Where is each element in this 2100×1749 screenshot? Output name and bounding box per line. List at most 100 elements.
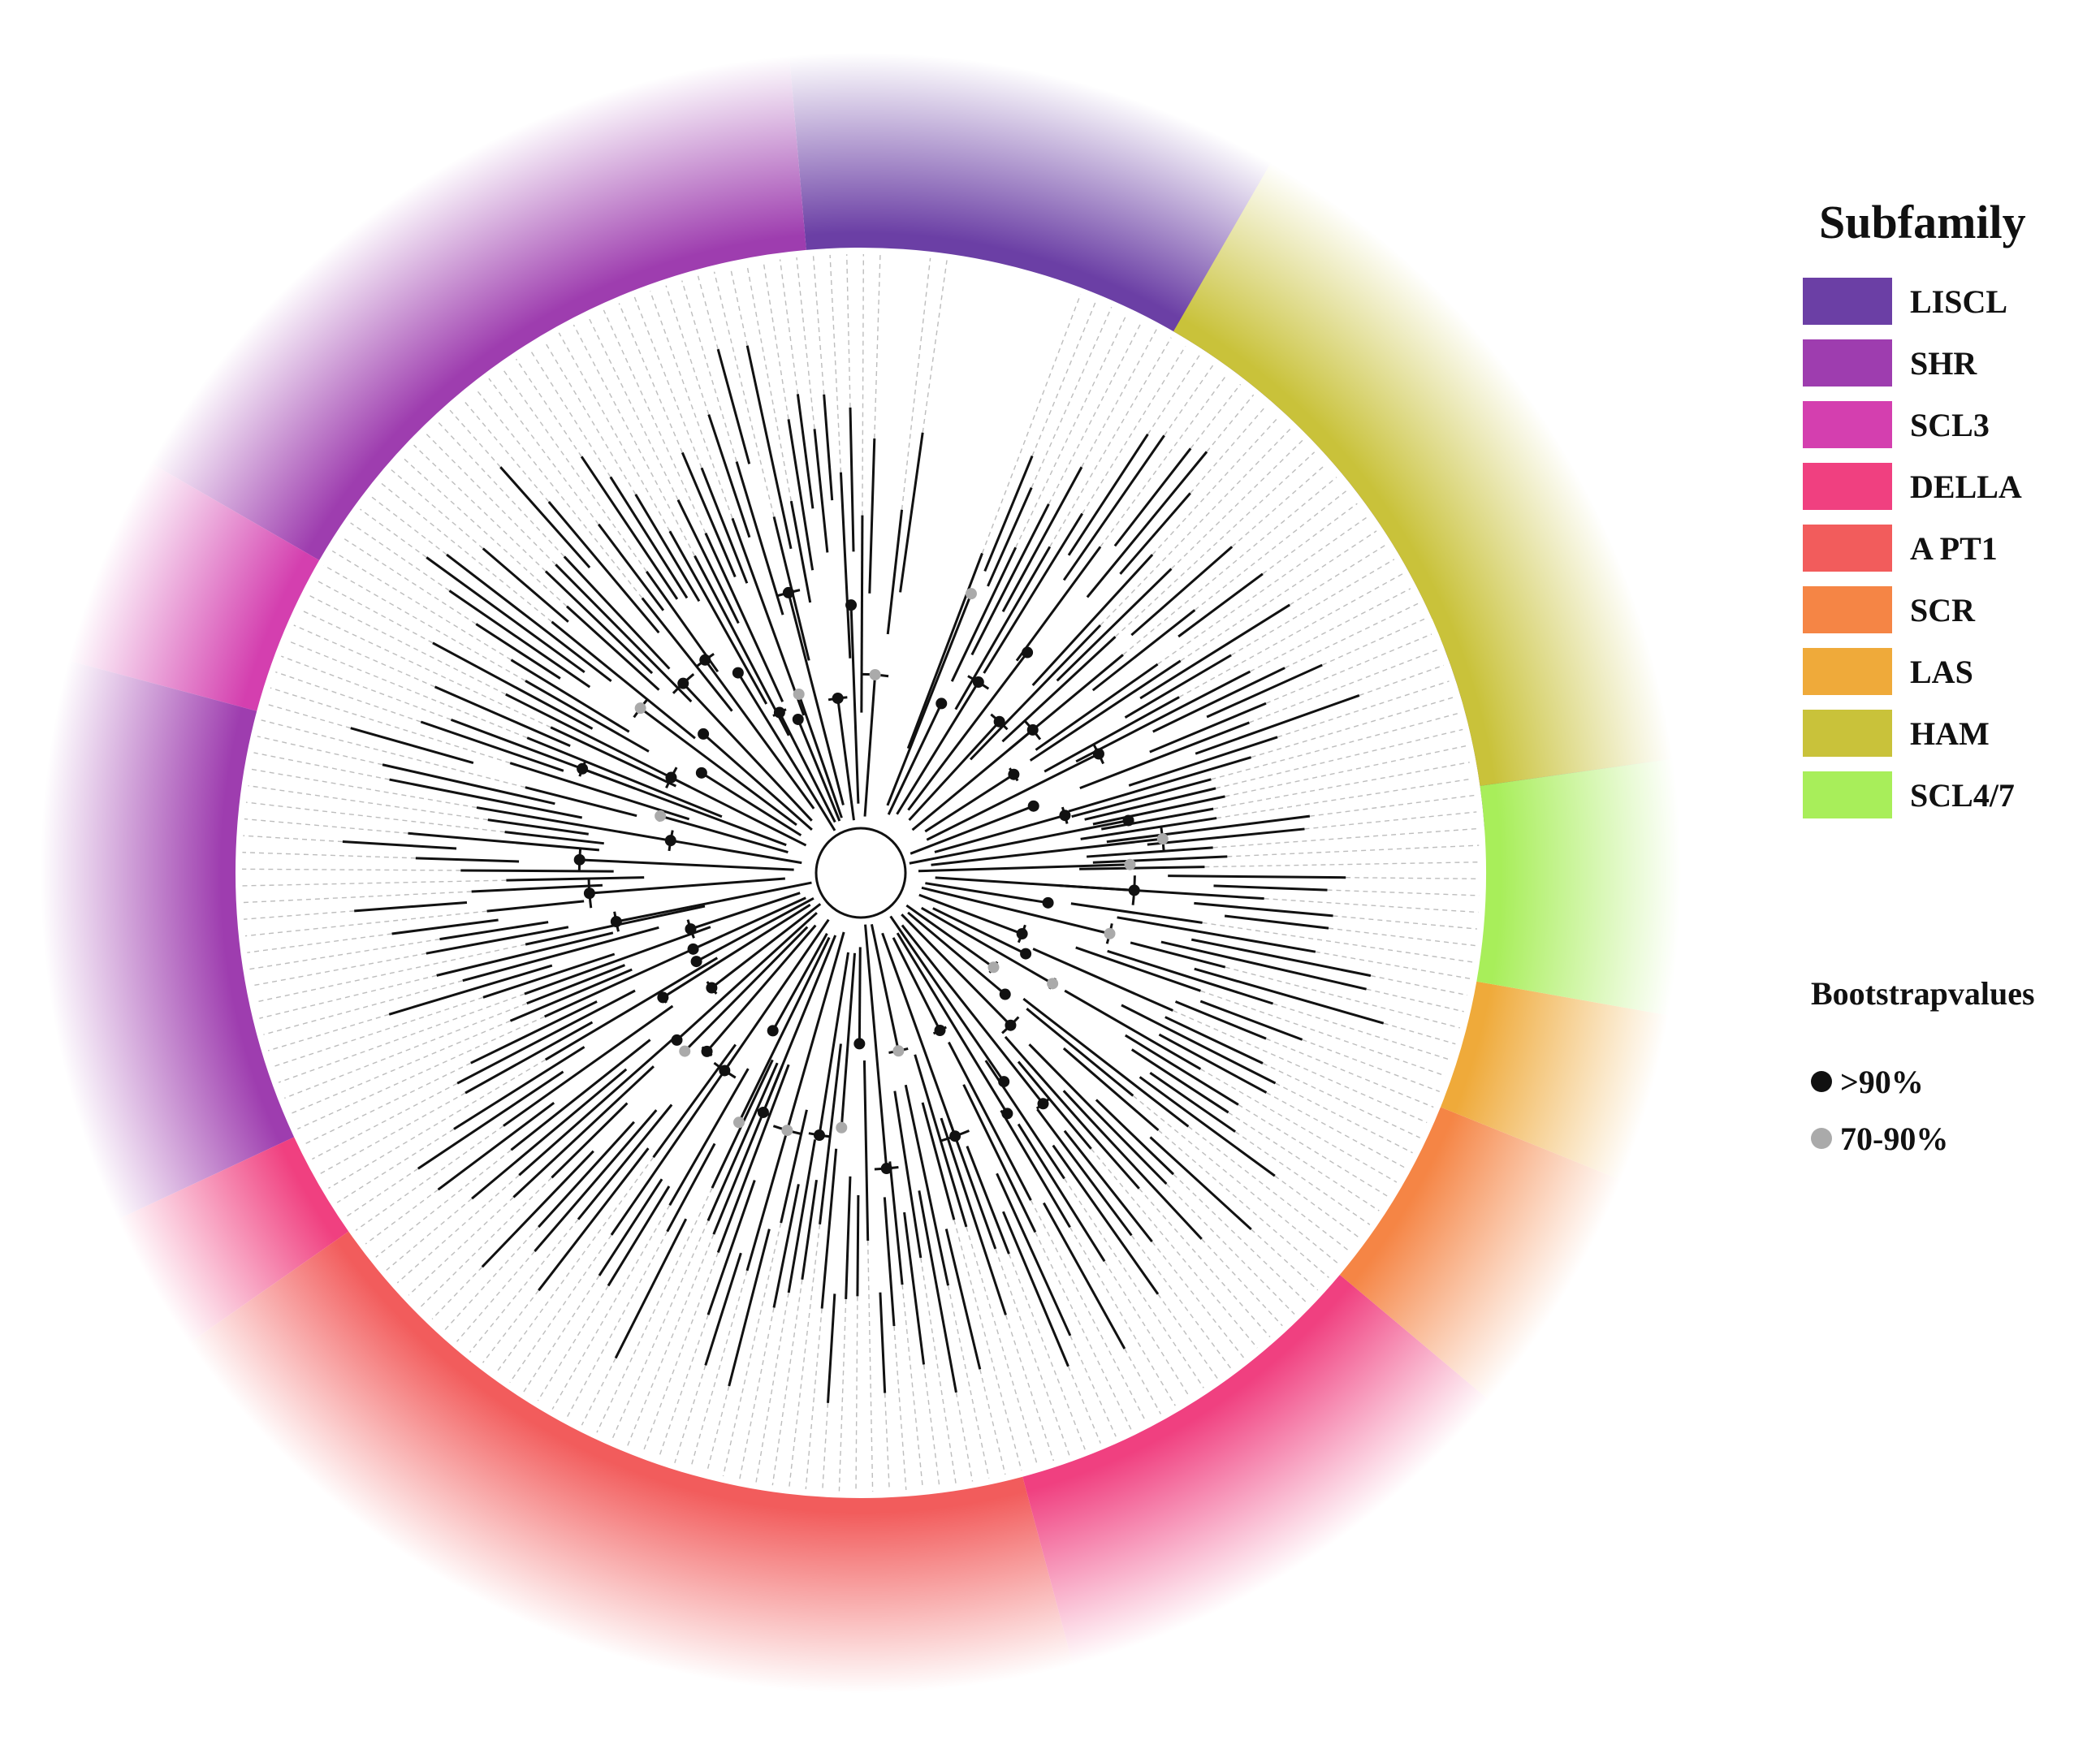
branch: [538, 1121, 635, 1229]
guide-line: [1152, 416, 1280, 555]
branch: [538, 1147, 650, 1292]
branch: [892, 937, 941, 1031]
branch: [935, 876, 1134, 892]
branch: [1070, 902, 1203, 924]
branch: [1044, 696, 1180, 773]
guide-line: [281, 655, 452, 721]
branch: [797, 719, 841, 822]
guide-line: [1030, 1199, 1147, 1423]
bootstrap-node: [1122, 814, 1134, 827]
guide-line: [1289, 544, 1386, 606]
guide-line: [627, 1233, 715, 1447]
branch: [707, 414, 751, 538]
guide-line: [328, 1059, 547, 1190]
bootstrap-node: [1104, 927, 1116, 939]
branch: [580, 456, 679, 600]
guide-line: [658, 1315, 709, 1458]
branch: [849, 605, 860, 804]
branch: [1092, 795, 1225, 826]
branch: [668, 530, 768, 705]
bootstrap-node: [671, 1034, 683, 1046]
guide-line: [1194, 490, 1348, 611]
branch: [408, 831, 600, 852]
guide-line: [862, 254, 865, 516]
branch: [579, 858, 794, 871]
branch: [436, 931, 614, 977]
bootstrap-node: [782, 586, 794, 598]
bootstrap-node: [1026, 723, 1039, 736]
bootstrap-node: [706, 982, 718, 994]
branch: [1079, 721, 1250, 790]
branch: [694, 555, 790, 736]
phylogenetic-tree: [32, 45, 1689, 1701]
branch: [925, 882, 1048, 905]
guide-line: [443, 1226, 539, 1332]
legend-item-liscl: LISCL: [1803, 270, 2095, 332]
branch: [987, 487, 1033, 587]
branch: [704, 533, 784, 702]
legend-label: SCL4/7: [1910, 776, 2015, 814]
branch: [389, 778, 583, 819]
branch: [1017, 1123, 1106, 1263]
guide-line: [431, 1266, 483, 1320]
guide-line: [307, 594, 507, 695]
branch: [1036, 1108, 1133, 1237]
guide-line: [1049, 337, 1172, 547]
bootstrap-node: [965, 588, 977, 600]
bootstrap-node: [757, 1106, 769, 1118]
branch: [354, 900, 468, 913]
guide-line: [267, 1013, 390, 1052]
branch: [1026, 1008, 1134, 1097]
guide-line: [979, 1369, 1006, 1475]
bootstrap-node: [695, 767, 707, 779]
guide-line: [1262, 1062, 1420, 1138]
branch: [1015, 546, 1102, 662]
guide-line: [1213, 762, 1470, 810]
branch: [342, 840, 457, 850]
guide-line: [1234, 1131, 1371, 1225]
branch: [388, 964, 553, 1016]
branch: [417, 1070, 564, 1170]
branch: [432, 641, 594, 730]
branch: [901, 913, 1012, 1026]
branch: [551, 620, 696, 740]
branch: [1031, 554, 1154, 686]
branch: [499, 466, 591, 568]
guide-line: [1187, 1125, 1350, 1253]
guide-line: [1206, 394, 1255, 452]
bootstrap-node: [687, 943, 699, 955]
guide-line: [278, 993, 525, 1083]
branch: [893, 1090, 923, 1259]
legend-swatch-liscl: [1803, 278, 1892, 325]
guide-line: [874, 254, 881, 439]
guide-line: [250, 768, 477, 809]
guide-line: [244, 910, 355, 920]
bootstrap-node: [1042, 896, 1054, 909]
guide-line: [386, 1198, 473, 1271]
guide-line: [1165, 1183, 1295, 1315]
guide-line: [1204, 862, 1480, 868]
branch: [614, 1218, 688, 1359]
branch: [772, 1184, 800, 1308]
legend-label: SCR: [1910, 591, 1976, 628]
guide-line: [365, 1189, 439, 1245]
guide-line: [1250, 588, 1411, 672]
guide-line: [1031, 300, 1097, 456]
guide-line: [1164, 364, 1214, 436]
guide-line: [901, 257, 931, 510]
branch: [1139, 603, 1290, 700]
branch: [839, 472, 852, 659]
branch: [1075, 946, 1201, 992]
branch: [555, 564, 693, 703]
guide-line: [1170, 439, 1303, 570]
guide-line: [261, 719, 526, 788]
branch: [931, 837, 1163, 866]
branch: [453, 1046, 585, 1130]
branch: [1113, 447, 1192, 547]
guide-line: [665, 285, 710, 415]
guide-line: [259, 974, 437, 1019]
bootstrap-node: [813, 1129, 825, 1142]
branch: [670, 839, 802, 865]
guide-line: [1231, 464, 1326, 547]
legend-label: HAM: [1910, 715, 1990, 752]
